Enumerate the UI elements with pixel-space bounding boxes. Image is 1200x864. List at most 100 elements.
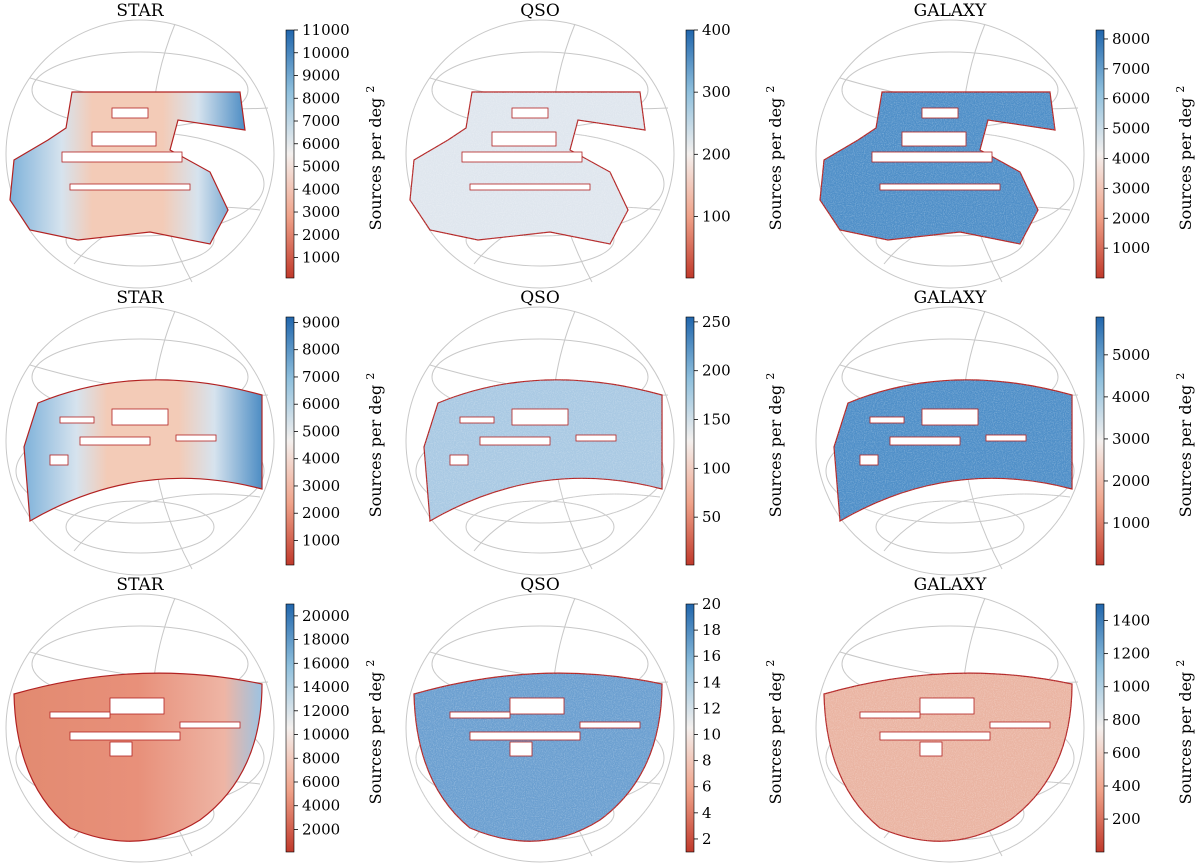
colorbar-tick-label: 8000 — [302, 89, 340, 107]
colorbar-tick-label: 4000 — [1112, 149, 1150, 167]
colorbar-tick-label: 5000 — [302, 158, 340, 176]
colorbar-tick-label: 5000 — [1112, 346, 1150, 364]
colorbar: 1000 2000 3000 4000 5000 6000 7000 8000 9000 Sour… — [285, 313, 385, 566]
colorbar: 50 100 150 200 250 Sources per deg 2 — [685, 313, 785, 566]
colorbar-tick-label: 600 — [1112, 744, 1141, 762]
colorbar-tick-label: 12 — [702, 699, 721, 717]
colorbar: 200 400 600 800 1000 1200 1400 Sources per deg … — [1095, 603, 1195, 853]
colorbar: 1000 2000 3000 4000 5000 6000 7000 8000 Sources … — [1095, 29, 1195, 279]
colorbar-tick-label: 10000 — [302, 44, 350, 62]
panel-title: STAR — [116, 288, 164, 308]
colorbar-tick-label: 8000 — [302, 341, 340, 359]
colorbar-tick-label: 8 — [702, 752, 712, 770]
panel-title: GALAXY — [914, 288, 988, 308]
survey-footprint — [413, 672, 663, 842]
colorbar-tick-label: 300 — [702, 83, 731, 101]
colorbar-tick-label: 1400 — [1112, 612, 1150, 630]
colorbar: 2 4 6 8 10 12 14 16 18 20 Sources per deg 2 — [685, 595, 785, 853]
panel-title: STAR — [116, 1, 164, 21]
colorbar-tick-label: 4000 — [1112, 388, 1150, 406]
colorbar-tick-label: 400 — [1112, 777, 1141, 795]
colorbar-tick-label: 7000 — [302, 112, 340, 130]
colorbar-tick-label: 3000 — [1112, 430, 1150, 448]
colorbar-label: Sources per deg 2 — [764, 373, 785, 518]
colorbar: 100 200 300 400 Sources per deg 2 — [685, 21, 785, 279]
colorbar-tick-label: 7000 — [1112, 60, 1150, 78]
colorbar-tick-label: 1000 — [302, 249, 340, 267]
panel-1: STAR 1000 2000 3000 4000 5000 6000 7000 8000 9000… — [5, 1, 385, 289]
colorbar-label: Sources per deg 2 — [1174, 660, 1195, 805]
colorbar-tick-label: 2000 — [302, 226, 340, 244]
colorbar-label: Sources per deg 2 — [1174, 86, 1195, 231]
colorbar-tick-label: 6000 — [302, 395, 340, 413]
colorbar-tick-label: 20 — [702, 595, 721, 613]
colorbar-tick-label: 5000 — [1112, 120, 1150, 138]
colorbar: 2000 4000 6000 8000 10000 12000 14000 16000 1800… — [285, 603, 385, 853]
panel-title: GALAXY — [914, 1, 988, 21]
colorbar-tick-label: 50 — [702, 508, 721, 526]
colorbar-tick-label: 1000 — [1112, 239, 1150, 257]
colorbar: 1000 2000 3000 4000 5000 6000 7000 8000 9000 1000… — [285, 21, 385, 279]
panel-3: GALAXY 1000 2000 3000 4000 5000 6000 7000 8000 So… — [815, 1, 1195, 289]
survey-footprint — [819, 91, 1056, 245]
panel-2: QSO 100 200 300 400 Sources per deg 2 — [405, 1, 785, 289]
colorbar-tick-label: 14000 — [302, 678, 350, 696]
colorbar-tick-label: 4 — [702, 804, 712, 822]
colorbar-tick-label: 200 — [1112, 810, 1141, 828]
survey-footprint — [409, 91, 646, 245]
colorbar-tick-label: 6000 — [302, 135, 340, 153]
panel-9: GALAXY 200 400 600 800 1000 1200 1400 Sources pe… — [815, 575, 1195, 863]
colorbar-tick-label: 3000 — [302, 477, 340, 495]
colorbar-tick-label: 200 — [702, 145, 731, 163]
panel-title: QSO — [520, 575, 560, 595]
colorbar-tick-label: 2000 — [302, 820, 340, 838]
survey-footprint — [833, 379, 1073, 522]
colorbar-tick-label: 18000 — [302, 631, 350, 649]
colorbar-tick-label: 2000 — [302, 504, 340, 522]
colorbar-tick-label: 150 — [702, 411, 731, 429]
colorbar-tick-label: 2 — [702, 830, 712, 848]
colorbar-tick-label: 2000 — [1112, 209, 1150, 227]
colorbar-tick-label: 250 — [702, 313, 731, 331]
survey-footprint — [823, 672, 1073, 842]
colorbar-tick-label: 400 — [702, 21, 731, 39]
colorbar-tick-label: 3000 — [1112, 179, 1150, 197]
colorbar-label: Sources per deg 2 — [364, 660, 385, 805]
survey-footprint — [423, 379, 663, 522]
colorbar-label: Sources per deg 2 — [764, 86, 785, 231]
colorbar-label: Sources per deg 2 — [764, 660, 785, 805]
colorbar-tick-label: 16000 — [302, 654, 350, 672]
survey-footprint — [23, 379, 263, 522]
colorbar-tick-label: 1000 — [1112, 678, 1150, 696]
panel-title: STAR — [116, 575, 164, 595]
colorbar-tick-label: 200 — [702, 362, 731, 380]
colorbar-tick-label: 6000 — [1112, 90, 1150, 108]
colorbar-tick-label: 20000 — [302, 607, 350, 625]
colorbar-tick-label: 4000 — [302, 797, 340, 815]
colorbar-tick-label: 4000 — [302, 180, 340, 198]
colorbar-tick-label: 100 — [702, 459, 731, 477]
colorbar-tick-label: 9000 — [302, 67, 340, 85]
panel-title: GALAXY — [914, 575, 988, 595]
colorbar-tick-label: 7000 — [302, 368, 340, 386]
colorbar-tick-label: 5000 — [302, 422, 340, 440]
colorbar-tick-label: 1000 — [302, 531, 340, 549]
colorbar-label: Sources per deg 2 — [364, 86, 385, 231]
survey-footprint — [13, 672, 263, 842]
colorbar-tick-label: 16 — [702, 647, 721, 665]
colorbar-tick-label: 8000 — [1112, 30, 1150, 48]
colorbar-tick-label: 12000 — [302, 702, 350, 720]
colorbar-tick-label: 10000 — [302, 726, 350, 744]
panel-title: QSO — [520, 1, 560, 21]
panel-8: QSO 2 4 6 8 10 12 14 16 18 20 Sources per deg 2 — [405, 575, 785, 863]
colorbar-tick-label: 1000 — [1112, 514, 1150, 532]
colorbar-tick-label: 800 — [1112, 711, 1141, 729]
colorbar-tick-label: 9000 — [302, 313, 340, 331]
colorbar-tick-label: 8000 — [302, 749, 340, 767]
colorbar-tick-label: 18 — [702, 621, 721, 639]
colorbar-tick-label: 11000 — [302, 21, 350, 39]
panel-6: GALAXY 1000 2000 3000 4000 5000 Sources per de… — [815, 288, 1195, 576]
colorbar-tick-label: 1200 — [1112, 645, 1150, 663]
colorbar-label: Sources per deg 2 — [364, 373, 385, 518]
